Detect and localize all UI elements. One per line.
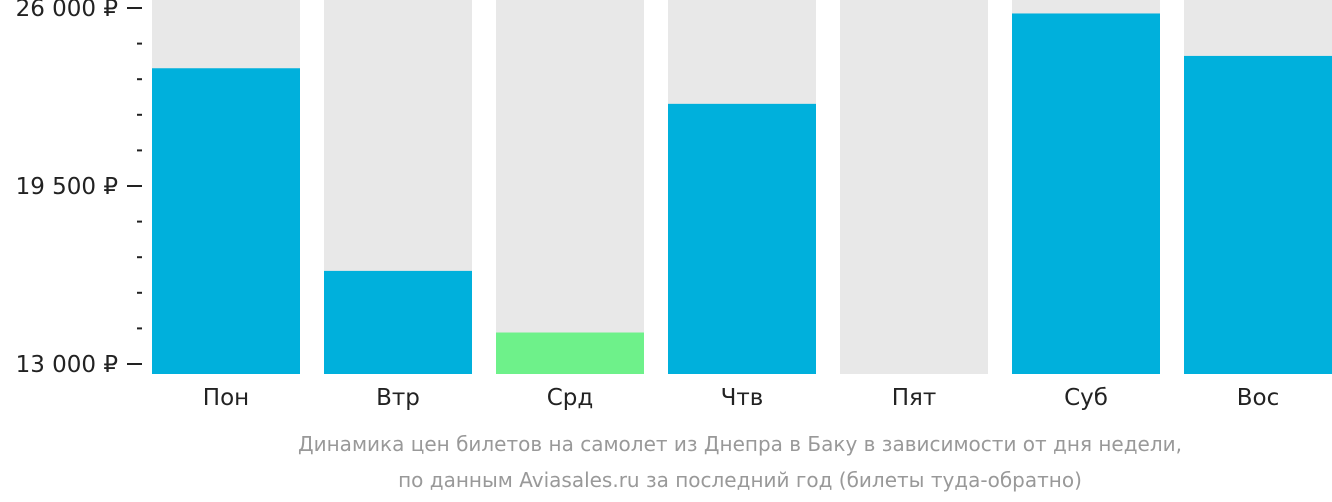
caption-line-1: Динамика цен билетов на самолет из Днепр…: [297, 432, 1182, 456]
background-column-4: [840, 0, 988, 374]
bar-1: [324, 270, 472, 374]
y-tick-label-2: 26 000 ₽: [16, 0, 118, 22]
x-tick-label-5: Суб: [1064, 385, 1108, 411]
bar-6: [1184, 55, 1332, 375]
x-tick-label-2: Срд: [547, 385, 594, 411]
x-axis-labels: Пон Втр Срд Чтв Пят Суб Вос: [203, 385, 1279, 411]
bar-2: [496, 332, 644, 374]
bar-3: [668, 103, 816, 374]
x-tick-label-3: Чтв: [721, 385, 764, 411]
x-tick-label-0: Пон: [203, 385, 249, 411]
price-chart: 13 000 ₽ 19 500 ₽ 26 000 ₽ Пон Втр Срд Чтв Пят…: [16, 0, 1332, 411]
x-tick-label-1: Втр: [376, 385, 420, 411]
y-tick-label-1: 19 500 ₽: [16, 174, 118, 200]
y-tick-label-0: 13 000 ₽: [16, 352, 118, 378]
caption-line-2: по данным Aviasales.ru за последний год …: [398, 468, 1082, 492]
bars: [152, 13, 1332, 375]
x-tick-label-4: Пят: [892, 385, 937, 411]
bar-0: [152, 68, 300, 374]
bar-5: [1012, 13, 1160, 374]
x-tick-label-6: Вос: [1237, 385, 1280, 411]
background-column-2: [496, 0, 644, 374]
y-axis: 13 000 ₽ 19 500 ₽ 26 000 ₽: [16, 0, 142, 378]
